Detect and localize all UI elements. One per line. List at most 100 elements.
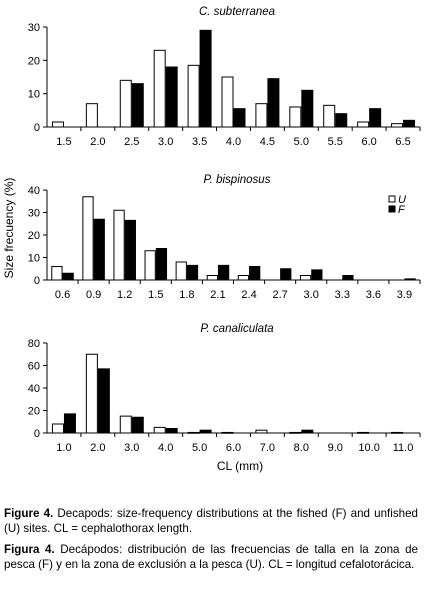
y-tick-label: 30 xyxy=(28,22,40,34)
bar-fished xyxy=(97,368,110,434)
x-tick-label: 2.5 xyxy=(124,136,139,148)
legend-label-fished: F xyxy=(398,204,406,216)
bar-unfished xyxy=(82,196,94,281)
x-tick-label: 6.5 xyxy=(395,136,410,148)
bar-unfished xyxy=(237,275,250,281)
bar-unfished xyxy=(85,353,98,434)
bar-unfished xyxy=(391,123,404,128)
x-tick-label: 3.6 xyxy=(366,289,381,301)
x-tick-label: 1.0 xyxy=(56,442,71,454)
x-tick-label: 7.0 xyxy=(260,442,275,454)
bar-unfished xyxy=(323,104,336,128)
bar-fished xyxy=(199,29,212,128)
bar-fished xyxy=(233,108,246,128)
x-tick-label: 10.0 xyxy=(358,442,379,454)
bar-fished xyxy=(404,278,416,281)
bar-unfished xyxy=(391,431,404,434)
legend: U F xyxy=(388,194,406,216)
bar-fished xyxy=(63,413,76,434)
bar-fished xyxy=(165,66,178,128)
y-tick-label: 10 xyxy=(28,253,40,265)
x-tick-label: 3.3 xyxy=(335,289,350,301)
x-tick-label: 9.0 xyxy=(328,442,343,454)
legend-label-unfished: U xyxy=(398,194,406,206)
bar-unfished xyxy=(51,423,64,434)
bar-unfished xyxy=(85,103,98,128)
bar-fished xyxy=(342,275,354,281)
bar-unfished xyxy=(357,431,370,434)
x-tick-label: 4.5 xyxy=(260,136,275,148)
caption-english-label: Figure 4. xyxy=(4,507,54,520)
bar-unfished xyxy=(144,250,156,281)
x-tick-label: 5.0 xyxy=(192,442,207,454)
chart-panel: P. bispinosus 0 10 20 30 40 0.6 0.9 1.2 1.5 1.8 2.1… xyxy=(28,174,421,301)
bar-unfished xyxy=(206,275,218,281)
x-tick-label: 3.0 xyxy=(304,289,319,301)
bar-fished xyxy=(155,248,168,281)
bar-fished xyxy=(124,219,136,281)
y-axis-title: Size frecuency (%) xyxy=(2,178,16,279)
bar-fished xyxy=(249,266,261,281)
y-tick-label: 20 xyxy=(28,55,40,67)
bar-fished xyxy=(301,429,314,434)
y-tick-label: 10 xyxy=(28,89,40,101)
x-tick-label: 3.9 xyxy=(397,289,412,301)
caption-spanish-text: Decápodos: distribución de las frecuenci… xyxy=(4,543,418,571)
bar-fished xyxy=(403,119,416,128)
x-tick-label: 2.7 xyxy=(272,289,287,301)
bar-unfished xyxy=(221,76,234,128)
bar-fished xyxy=(311,269,323,281)
bar-unfished xyxy=(187,431,200,434)
x-tick-label: 2.0 xyxy=(90,136,105,148)
chart-title: P. bispinosus xyxy=(204,174,271,186)
bar-fished xyxy=(335,113,348,128)
size-frequency-figure: C. subterranea 0 10 20 30 1.5 2.0 2.5 3.0 3.5 4.0 4… xyxy=(2,6,421,473)
caption-spanish: Figura 4. Decápodos: distribución de las… xyxy=(4,543,418,572)
x-tick-label: 3.0 xyxy=(124,442,139,454)
x-tick-label: 1.5 xyxy=(56,136,71,148)
x-tick-label: 6.0 xyxy=(361,136,376,148)
chart-panels: C. subterranea 0 10 20 30 1.5 2.0 2.5 3.0 3.5 4.0 4… xyxy=(28,6,421,454)
bar-fished xyxy=(131,416,144,434)
x-tick-label: 0.6 xyxy=(55,289,70,301)
x-tick-label: 11.0 xyxy=(393,442,414,454)
legend-swatch-unfished xyxy=(388,195,396,203)
x-tick-label: 2.0 xyxy=(90,442,105,454)
bar-unfished xyxy=(153,49,166,128)
chart-title: P. canaliculata xyxy=(200,323,273,335)
bar-fished xyxy=(217,264,230,281)
bar-unfished xyxy=(221,431,234,434)
x-tick-label: 4.0 xyxy=(158,442,173,454)
x-tick-label: 0.9 xyxy=(86,289,101,301)
x-tick-label: 5.0 xyxy=(294,136,309,148)
x-tick-label: 2.4 xyxy=(241,289,256,301)
bar-unfished xyxy=(175,261,187,281)
bar-unfished xyxy=(113,209,125,281)
bar-unfished xyxy=(51,266,63,281)
x-axis-title: CL (mm) xyxy=(217,459,263,473)
bar-fished xyxy=(165,428,178,434)
y-tick-label: 40 xyxy=(28,185,40,197)
y-tick-label: 0 xyxy=(34,275,40,287)
x-tick-label: 1.5 xyxy=(148,289,163,301)
bar-unfished xyxy=(119,79,132,128)
x-tick-label: 1.8 xyxy=(179,289,194,301)
bar-unfished xyxy=(289,106,302,128)
caption-english: Figure 4. Decapods: size-frequency distr… xyxy=(4,507,418,536)
bar-unfished xyxy=(289,431,302,434)
legend-swatch-fished xyxy=(388,205,396,213)
x-tick-label: 3.0 xyxy=(158,136,173,148)
y-tick-label: 0 xyxy=(34,428,40,440)
y-tick-label: 60 xyxy=(28,361,40,373)
x-tick-label: 1.2 xyxy=(117,289,132,301)
bar-unfished xyxy=(255,429,268,434)
bar-fished xyxy=(369,108,382,128)
x-tick-label: 6.0 xyxy=(226,442,241,454)
bar-unfished xyxy=(299,275,312,281)
bar-fished xyxy=(93,218,105,281)
x-tick-label: 5.5 xyxy=(328,136,343,148)
chart-title: C. subterranea xyxy=(199,6,275,18)
x-tick-label: 4.0 xyxy=(226,136,241,148)
bar-unfished xyxy=(255,103,268,128)
caption-spanish-label: Figura 4. xyxy=(4,543,55,556)
